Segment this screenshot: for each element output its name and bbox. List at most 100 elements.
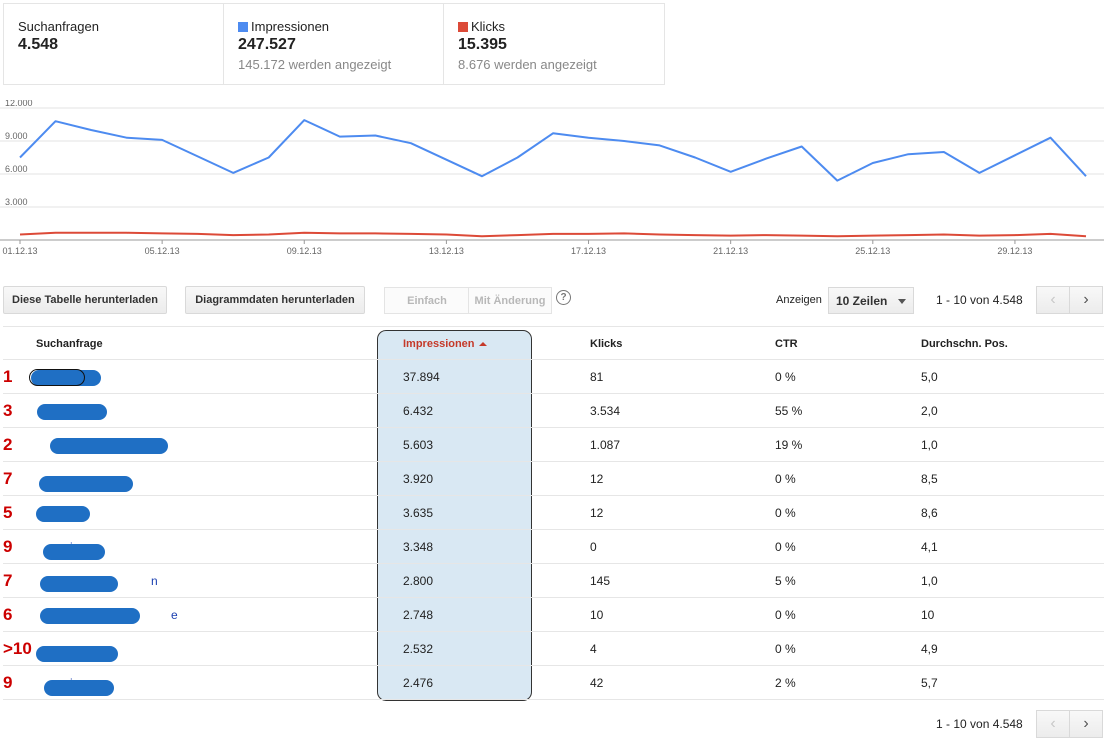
avg-position-cell: 1,0 (921, 573, 938, 588)
ctr-cell: 0 % (775, 505, 796, 520)
y-tick-label: 6.000 (5, 164, 28, 174)
query-cell[interactable] (36, 394, 376, 427)
impressions-cell: 2.476 (403, 675, 434, 690)
clicks-cell: 0 (590, 539, 597, 554)
y-tick-label: 9.000 (5, 131, 28, 141)
redaction-mark (40, 576, 118, 592)
summary-clicks[interactable]: Klicks 15.395 8.676 werden angezeigt (444, 4, 664, 84)
clicks-cell: 42 (590, 675, 604, 690)
clicks-cell: 4 (590, 641, 597, 656)
ctr-cell: 2 % (775, 675, 796, 690)
footer-next-page-button[interactable]: › (1069, 710, 1103, 738)
redaction-mark (43, 544, 105, 560)
impressions-cell: 37.894 (403, 369, 440, 384)
ctr-cell: 5 % (775, 573, 796, 588)
query-cell[interactable] (36, 496, 376, 529)
summary-impressions-sub: 145.172 werden angezeigt (238, 57, 392, 72)
summary-clicks-label: Klicks (458, 19, 650, 34)
query-cell[interactable]: j (36, 530, 376, 563)
query-cell[interactable]: n (36, 564, 376, 597)
header-clicks[interactable]: Klicks (590, 337, 623, 350)
table-row[interactable]: 5 3.635 12 0 % 8,6 (3, 496, 1104, 530)
y-tick-label: 3.000 (5, 197, 28, 207)
chevron-right-icon: › (1083, 291, 1089, 308)
show-rows-label: Anzeigen (776, 294, 822, 306)
next-page-button[interactable]: › (1069, 286, 1103, 314)
mode-simple-toggle[interactable]: Einfach (384, 287, 469, 314)
avg-position-cell: 5,7 (921, 675, 938, 690)
query-text[interactable]: n (151, 574, 158, 588)
x-tick-label: 13.12.13 (429, 246, 464, 256)
x-tick-label: 05.12.13 (145, 246, 180, 256)
table-row[interactable]: 2 m 5.603 1.087 19 % 1,0 (3, 428, 1104, 462)
impressions-color-square-icon (238, 21, 248, 32)
impressions-cell: 2.748 (403, 607, 434, 622)
rank-annotation: 5 (3, 502, 13, 522)
redaction-mark (39, 476, 133, 492)
summary-queries[interactable]: Suchanfragen 4.548 (4, 4, 224, 84)
header-avg-position[interactable]: Durchschn. Pos. (921, 337, 1008, 350)
table-row[interactable]: 1 37.894 81 0 % 5,0 (3, 360, 1104, 394)
query-cell[interactable]: m (36, 428, 376, 461)
table-row[interactable]: 7 n 2.800 145 5 % 1,0 (3, 564, 1104, 598)
ctr-cell: 0 % (775, 369, 796, 384)
header-query[interactable]: Suchanfrage (36, 337, 103, 350)
redaction-mark (44, 680, 114, 696)
ctr-cell: 19 % (775, 437, 803, 452)
rows-per-page-select[interactable]: 10 Zeilen (828, 287, 914, 314)
help-icon[interactable]: ? (556, 290, 571, 305)
clicks-cell: 10 (590, 607, 604, 622)
table-row[interactable]: 9 j 2.476 42 2 % 5,7 (3, 666, 1104, 700)
redaction-mark (36, 506, 90, 522)
prev-page-button[interactable]: ‹ (1036, 286, 1070, 314)
footer-prev-page-button[interactable]: ‹ (1036, 710, 1070, 738)
x-tick-label: 17.12.13 (571, 246, 606, 256)
header-impressions[interactable]: Impressionen (403, 327, 553, 360)
x-tick-label: 21.12.13 (713, 246, 748, 256)
summary-queries-label: Suchanfragen (18, 19, 209, 34)
avg-position-cell: 10 (921, 607, 935, 622)
rows-per-page-value: 10 Zeilen (836, 293, 888, 308)
query-cell[interactable] (36, 632, 376, 665)
table-row[interactable]: 9 j 3.348 0 0 % 4,1 (3, 530, 1104, 564)
table-row[interactable]: >10 2.532 4 0 % 4,9 (3, 632, 1104, 666)
rank-annotation: 6 (3, 604, 13, 624)
summary-clicks-label-text: Klicks (471, 19, 505, 34)
redaction-mark (40, 608, 140, 624)
query-cell[interactable] (36, 462, 376, 495)
download-table-button[interactable]: Diese Tabelle herunterladen (3, 286, 167, 314)
rank-annotation: 9 (3, 536, 13, 556)
impressions-cell: 2.532 (403, 641, 434, 656)
footer-pagination-range: 1 - 10 von 4.548 (936, 717, 1023, 731)
table-row[interactable]: 7 3.920 12 0 % 8,5 (3, 462, 1104, 496)
impressions-cell: 5.603 (403, 437, 434, 452)
chevron-left-icon: ‹ (1050, 291, 1056, 308)
mode-with-change-toggle[interactable]: Mit Änderung (468, 287, 552, 314)
table-row[interactable]: 3 6.432 3.534 55 % 2,0 (3, 394, 1104, 428)
series-line-impressionen (19, 119, 1087, 182)
clicks-cell: 145 (590, 573, 611, 588)
rank-annotation: 2 (3, 434, 13, 454)
highlight-circle (29, 369, 85, 386)
table-row[interactable]: 6 e 2.748 10 0 % 10 (3, 598, 1104, 632)
queries-table: Suchanfrage Impressionen Klicks CTR Durc… (3, 326, 1104, 700)
summary-impressions[interactable]: Impressionen 247.527 145.172 werden ange… (224, 4, 444, 84)
rank-annotation: 9 (3, 672, 13, 692)
x-tick-label: 29.12.13 (997, 246, 1032, 256)
header-ctr[interactable]: CTR (775, 337, 798, 350)
avg-position-cell: 8,6 (921, 505, 938, 520)
query-cell[interactable] (31, 360, 376, 393)
x-tick-label: 01.12.13 (2, 246, 37, 256)
rank-annotation: 7 (3, 570, 13, 590)
query-cell[interactable]: e (36, 598, 376, 631)
impressions-cell: 6.432 (403, 403, 434, 418)
query-text[interactable]: e (171, 608, 178, 622)
query-cell[interactable]: j (36, 666, 376, 699)
clicks-cell: 12 (590, 505, 604, 520)
redaction-mark (37, 404, 107, 420)
impressions-cell: 3.348 (403, 539, 434, 554)
impressions-cell: 2.800 (403, 573, 434, 588)
avg-position-cell: 5,0 (921, 369, 938, 384)
download-chart-data-button[interactable]: Diagrammdaten herunterladen (185, 286, 365, 314)
avg-position-cell: 4,9 (921, 641, 938, 656)
